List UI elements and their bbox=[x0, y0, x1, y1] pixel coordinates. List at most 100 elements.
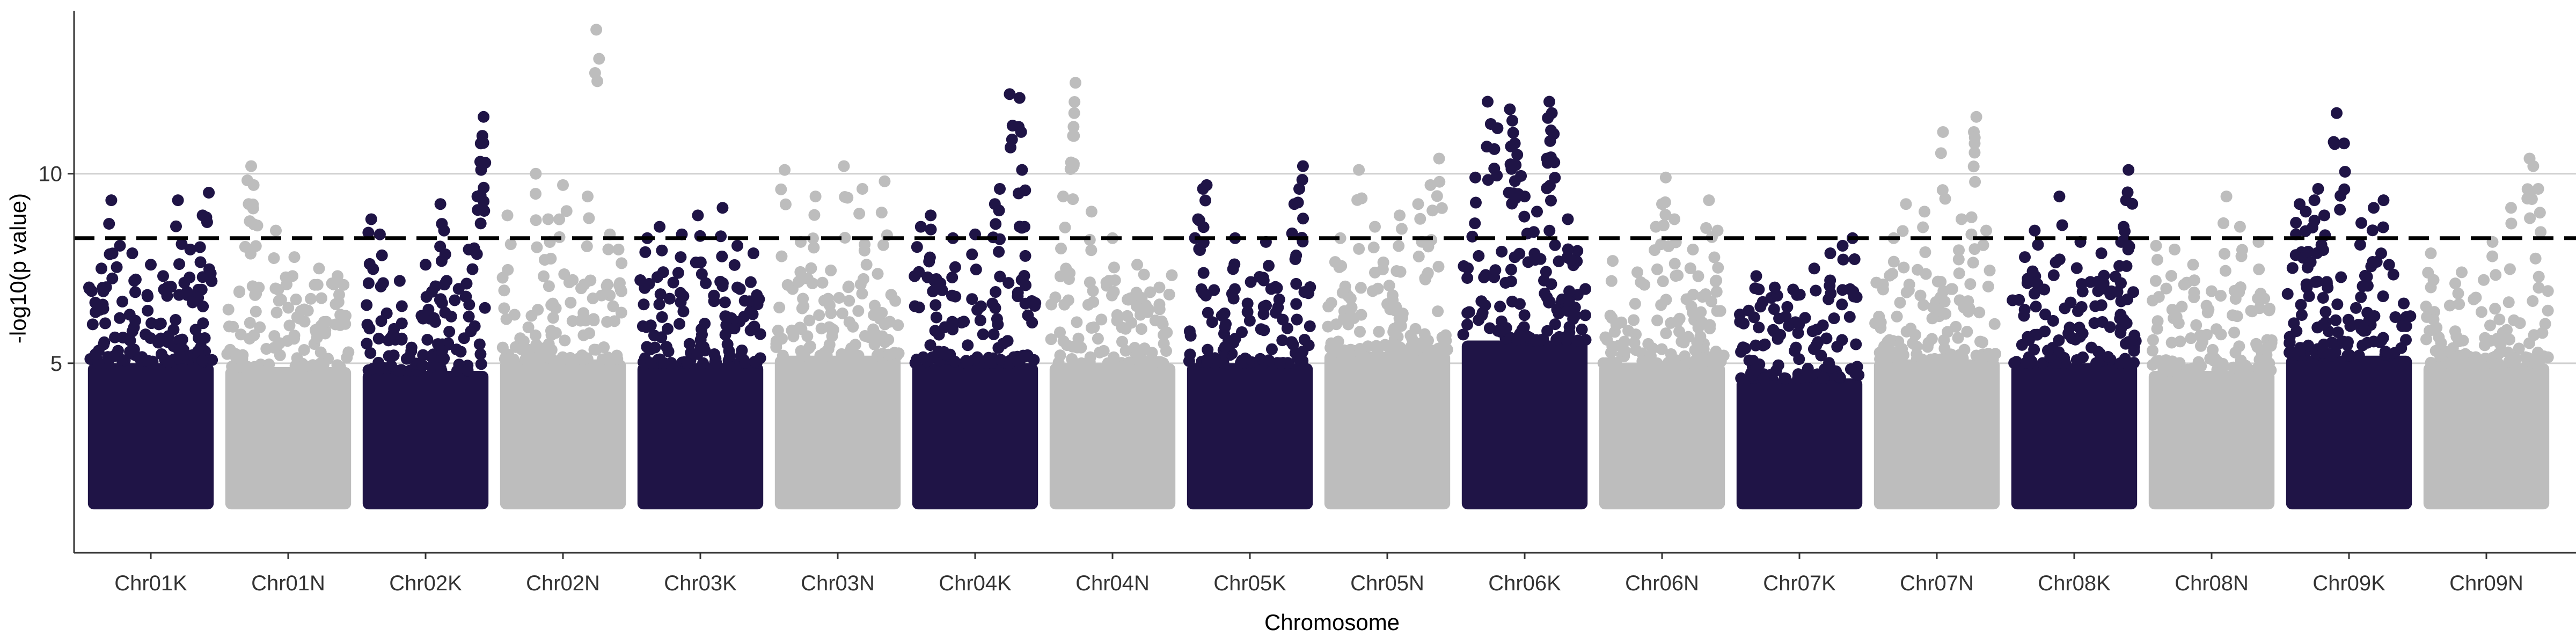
peak-point-Chr06K bbox=[1531, 206, 1543, 218]
point-Chr09K bbox=[2302, 245, 2314, 258]
peak-point-Chr04K bbox=[1019, 221, 1030, 233]
peak-point-Chr07N bbox=[1956, 213, 1967, 225]
peak-point-Chr06K bbox=[1469, 171, 1481, 184]
point-Chr04N bbox=[1102, 357, 1114, 369]
point-Chr03K bbox=[697, 357, 709, 369]
point-Chr01N bbox=[314, 357, 327, 370]
point-Chr02N bbox=[514, 332, 526, 345]
point-Chr01K bbox=[116, 295, 129, 308]
point-Chr09N bbox=[2536, 327, 2549, 339]
point-Chr05K bbox=[1291, 313, 1303, 326]
point-Chr08N bbox=[2166, 364, 2178, 377]
point-Chr02K bbox=[434, 294, 446, 306]
point-Chr03K bbox=[674, 318, 686, 330]
point-Chr03K bbox=[696, 268, 708, 280]
point-Chr04K bbox=[1020, 279, 1032, 291]
x-tick-labels: Chr01K Chr01N Chr02K Chr02N Chr03K Chr03N Chr0… bbox=[114, 553, 2523, 595]
point-Chr09N bbox=[2493, 347, 2505, 360]
point-Chr07N bbox=[1935, 147, 1947, 159]
dense-points-Chr05K bbox=[1187, 363, 1313, 510]
point-Chr07N bbox=[1962, 295, 1974, 308]
point-Chr09N bbox=[2427, 313, 2440, 326]
point-Chr08N bbox=[2202, 303, 2215, 316]
point-Chr03N bbox=[804, 340, 816, 353]
point-Chr02K bbox=[364, 347, 377, 359]
point-Chr04K bbox=[984, 356, 997, 369]
point-Chr07N bbox=[1875, 316, 1887, 328]
point-Chr03N bbox=[853, 208, 866, 220]
peak-point-Chr01N bbox=[243, 198, 255, 210]
point-Chr07N bbox=[1939, 353, 1951, 365]
point-Chr01N bbox=[222, 303, 235, 316]
point-Chr01K bbox=[111, 261, 123, 273]
point-Chr03K bbox=[723, 350, 736, 362]
point-Chr09K bbox=[2284, 336, 2296, 348]
x-axis-title: Chromosome bbox=[1264, 610, 1400, 635]
peak-point-Chr06K bbox=[1548, 156, 1561, 169]
point-Chr09N bbox=[2493, 313, 2506, 326]
x-tick-label-Chr04K: Chr04K bbox=[939, 572, 1012, 595]
point-Chr09N bbox=[2535, 226, 2547, 238]
point-Chr08K bbox=[2102, 351, 2114, 363]
point-Chr05N bbox=[1436, 202, 1448, 214]
point-Chr07K bbox=[1780, 372, 1792, 385]
point-Chr02N bbox=[587, 292, 599, 304]
point-Chr06K bbox=[1473, 314, 1485, 326]
point-Chr01N bbox=[315, 292, 327, 304]
point-Chr03K bbox=[655, 331, 668, 343]
point-Chr03K bbox=[656, 244, 668, 257]
point-Chr09K bbox=[2377, 332, 2389, 344]
point-Chr04N bbox=[1085, 244, 1097, 257]
point-Chr04N bbox=[1144, 286, 1157, 298]
point-Chr07N bbox=[1961, 326, 1973, 338]
point-Chr07N bbox=[1937, 285, 1950, 297]
point-Chr07N bbox=[1938, 334, 1950, 346]
point-Chr04K bbox=[913, 301, 925, 313]
point-Chr03N bbox=[860, 259, 873, 271]
point-Chr02N bbox=[530, 214, 542, 226]
point-Chr02K bbox=[435, 255, 448, 267]
x-tick-label-Chr08N: Chr08N bbox=[2175, 572, 2249, 595]
peak-point-Chr01N bbox=[313, 262, 325, 275]
point-Chr05K bbox=[1269, 281, 1282, 293]
point-Chr08N bbox=[2252, 363, 2265, 376]
peak-point-Chr05K bbox=[1297, 160, 1309, 172]
point-Chr06K bbox=[1505, 264, 1517, 276]
peak-point-Chr08N bbox=[2206, 285, 2218, 297]
point-Chr07K bbox=[1836, 298, 1848, 311]
point-Chr07N bbox=[1894, 296, 1906, 309]
peak-point-Chr01K bbox=[203, 187, 215, 199]
point-Chr04K bbox=[911, 241, 923, 253]
point-Chr03N bbox=[877, 239, 889, 251]
point-Chr04N bbox=[1067, 121, 1080, 133]
point-Chr01N bbox=[282, 302, 295, 314]
point-Chr03K bbox=[720, 310, 732, 323]
peak-point-Chr06N bbox=[1687, 243, 1699, 255]
point-Chr06N bbox=[1687, 289, 1699, 301]
point-Chr03N bbox=[773, 301, 786, 313]
point-Chr07N bbox=[1977, 239, 1989, 251]
point-Chr04K bbox=[926, 351, 939, 363]
point-Chr09N bbox=[2425, 356, 2437, 369]
peak-point-Chr09K bbox=[2377, 194, 2390, 207]
point-Chr01N bbox=[268, 341, 280, 354]
point-Chr05N bbox=[1394, 266, 1407, 278]
point-Chr06K bbox=[1541, 182, 1553, 194]
point-Chr03N bbox=[875, 207, 888, 219]
dense-points-Chr04K bbox=[912, 363, 1038, 510]
point-Chr07K bbox=[1734, 309, 1746, 321]
point-Chr06K bbox=[1571, 334, 1584, 347]
point-Chr03N bbox=[779, 198, 792, 210]
point-Chr04N bbox=[1130, 287, 1143, 299]
point-Chr09K bbox=[2357, 280, 2369, 292]
point-Chr06K bbox=[1479, 299, 1491, 311]
point-Chr07N bbox=[1967, 160, 1980, 173]
point-Chr09N bbox=[2470, 291, 2482, 304]
point-Chr02K bbox=[363, 323, 376, 335]
point-Chr07K bbox=[1792, 372, 1804, 385]
point-Chr07K bbox=[1831, 340, 1843, 353]
point-Chr02K bbox=[396, 317, 408, 330]
point-Chr08K bbox=[2022, 331, 2034, 343]
point-Chr01K bbox=[94, 304, 106, 316]
